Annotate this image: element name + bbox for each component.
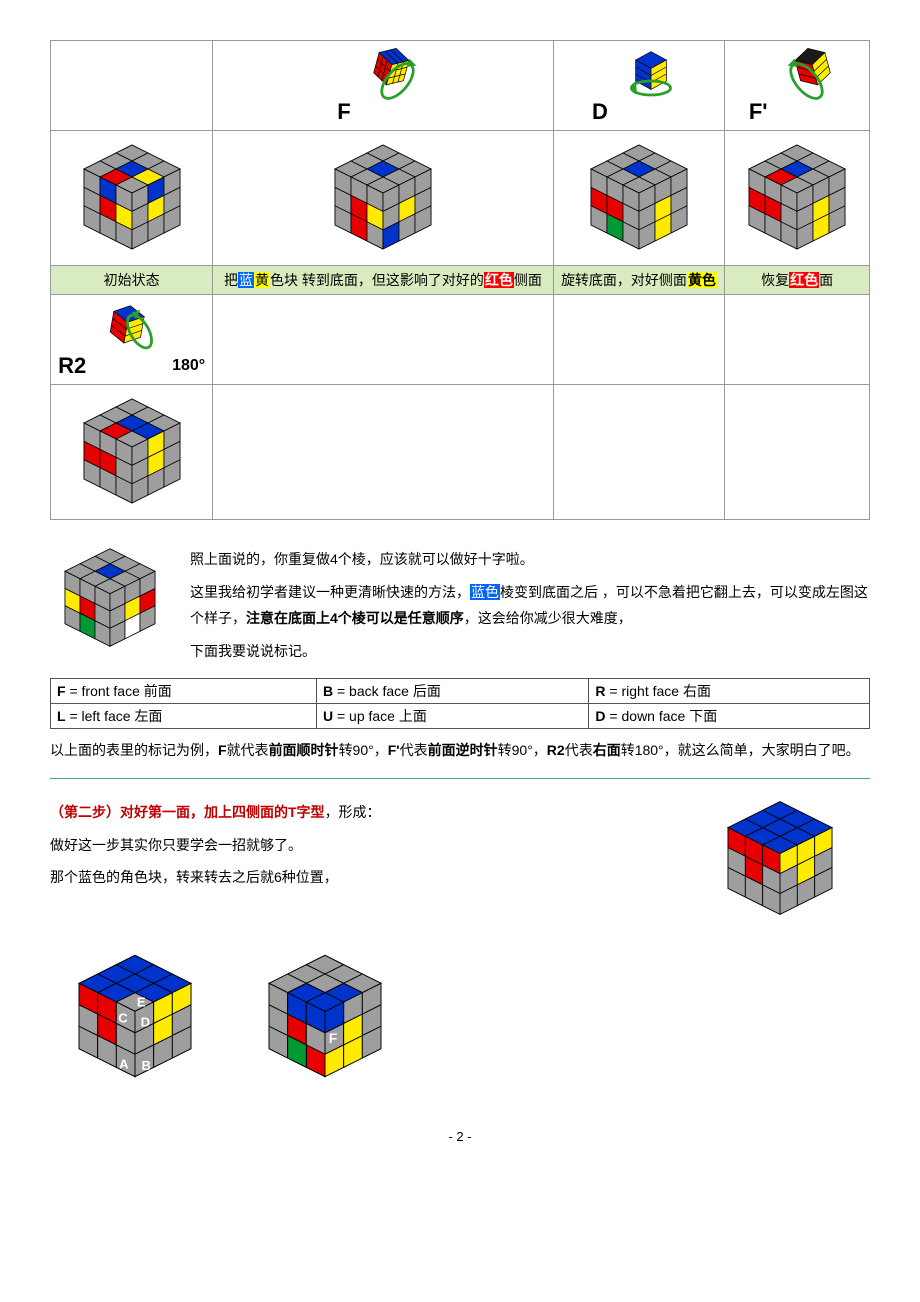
notation-U: U = up face 上面 [316, 704, 588, 729]
page-number: - 2 - [50, 1129, 870, 1144]
cube-icon: F [250, 946, 400, 1086]
notation-L: L = left face 左面 [51, 704, 317, 729]
state-cube-1 [213, 131, 553, 266]
move-cube-F-icon [359, 46, 429, 116]
caption-1: 把蓝黄色块 转到底面，但这影响了对好的红色侧面 [213, 266, 553, 295]
label-E: E [137, 995, 146, 1010]
corner-positions-cubes: E C D A B [50, 946, 870, 1089]
label-F: F [329, 1030, 338, 1046]
cross-tip-block: 照上面说的，你重复做4个棱，应该就可以做好十字啦。 这里我给初学者建议一种更清晰… [50, 540, 870, 670]
cube-icon [732, 137, 862, 257]
move-label-180: 180° [172, 357, 205, 375]
step2-block: （第二步）对好第一面，加上四侧面的T字型，形成： 做好这一步其实你只要学会一招就… [50, 793, 870, 926]
step2-p2: 那个蓝色的角色块，转来转去之后就6种位置， [50, 864, 690, 891]
divider [50, 778, 870, 779]
move-cell-empty [51, 41, 213, 131]
notation-table: F = front face 前面 B = back face 后面 R = r… [50, 678, 870, 729]
caption-0: 初始状态 [51, 266, 213, 295]
corner-cube-ABCDE: E C D A B [60, 946, 210, 1089]
corner-cube-F: F [250, 946, 400, 1089]
para3: 下面我要说说标记。 [190, 638, 870, 665]
cube-icon [67, 137, 197, 257]
notation-B: B = back face 后面 [316, 679, 588, 704]
state-cube-3 [725, 131, 870, 266]
cross-tip-cube [50, 540, 180, 658]
para1: 照上面说的，你重复做4个棱，应该就可以做好十字啦。 [190, 546, 870, 573]
label-A: A [119, 1056, 129, 1071]
state-cube-2 [553, 131, 725, 266]
para2: 这里我给初学者建议一种更清晰快速的方法，蓝色棱变到底面之后 ，可以不急着把它翻上… [190, 579, 870, 632]
cube-icon [318, 137, 448, 257]
caption-2: 旋转底面，对好侧面黄色 [553, 266, 725, 295]
move-label-R2: R2 [58, 353, 86, 379]
notation-R: R = right face 右面 [589, 679, 870, 704]
state-cube-4 [51, 385, 213, 520]
step2-target-cube [690, 793, 870, 926]
step2-heading: （第二步）对好第一面，加上四侧面的T字型，形成： [50, 799, 690, 826]
move-label-Fp: F' [749, 99, 768, 125]
move-label-D: D [592, 99, 608, 125]
cube-icon: E C D A B [60, 946, 210, 1086]
move-sequence-table: F D [50, 40, 870, 520]
move-label-F: F [337, 99, 350, 125]
state-cube-0 [51, 131, 213, 266]
caption-3: 恢复红色面 [725, 266, 870, 295]
move-cell-D: D [553, 41, 725, 131]
move-cube-Fp-icon [775, 46, 845, 116]
notation-F: F = front face 前面 [51, 679, 317, 704]
cube-icon [574, 137, 704, 257]
move-cube-R2-icon [94, 300, 164, 370]
label-D: D [141, 1014, 150, 1029]
cube-icon [67, 391, 197, 511]
move-cell-Fp: F' [725, 41, 870, 131]
move-cell-F: F [213, 41, 553, 131]
cube-icon [50, 540, 170, 655]
notation-D: D = down face 下面 [589, 704, 870, 729]
label-B: B [142, 1058, 151, 1073]
label-C: C [118, 1011, 128, 1026]
cube-icon [710, 793, 850, 923]
move-cube-D-icon [616, 46, 686, 116]
move-cell-R2: R2 180° [51, 295, 213, 385]
para4: 以上面的表里的标记为例，F就代表前面顺时针转90°，F'代表前面逆时针转90°，… [50, 737, 870, 764]
step2-p1: 做好这一步其实你只要学会一招就够了。 [50, 832, 690, 859]
